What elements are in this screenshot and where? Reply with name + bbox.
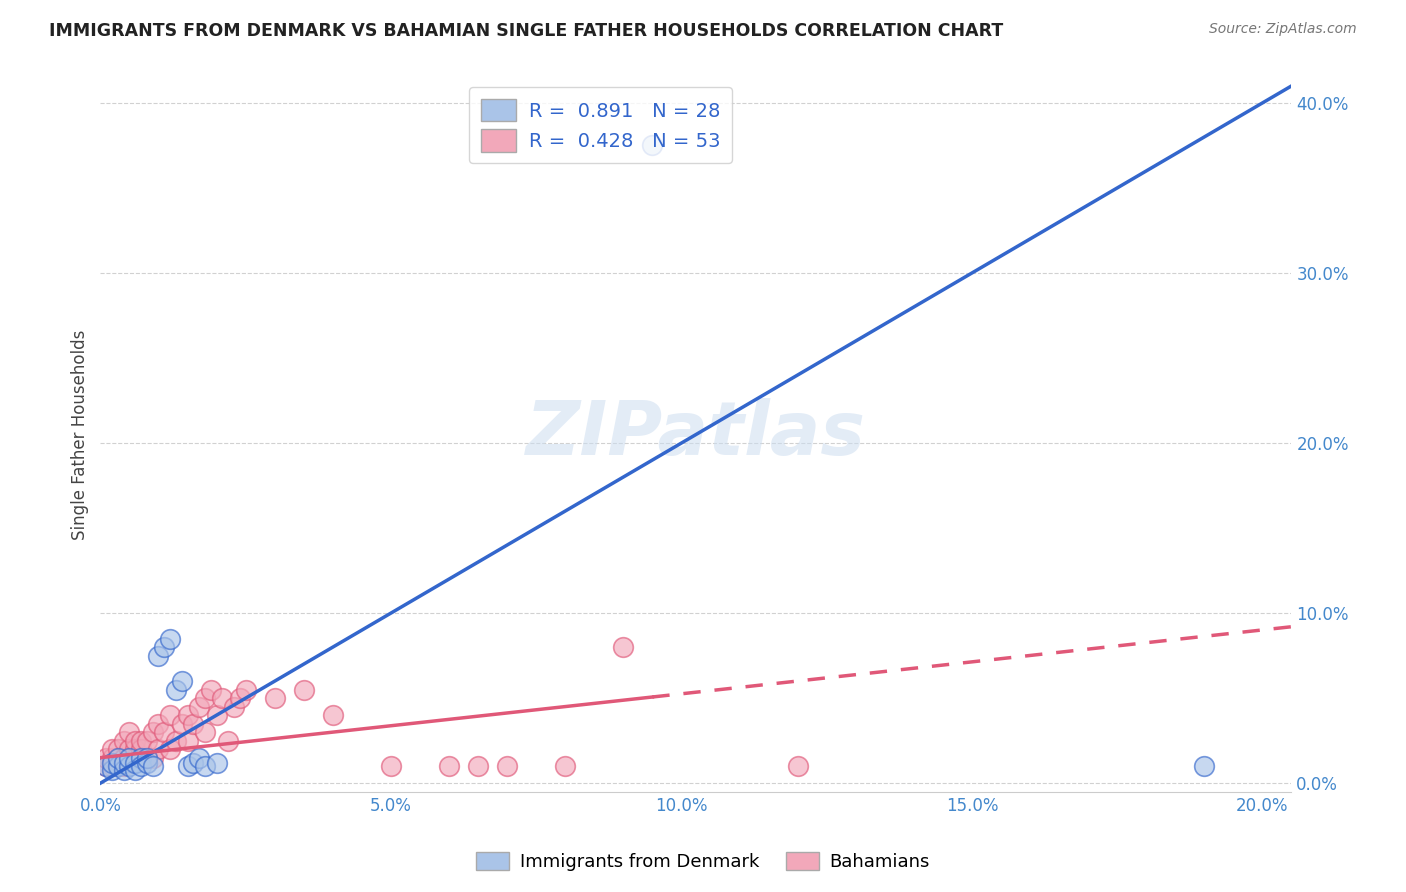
Point xyxy=(181,756,204,770)
Point xyxy=(496,759,519,773)
Point xyxy=(142,759,165,773)
Point xyxy=(124,742,146,756)
Point xyxy=(135,756,157,770)
Point xyxy=(222,699,245,714)
Point xyxy=(118,759,141,773)
Point xyxy=(96,759,118,773)
Point xyxy=(142,725,165,739)
Point xyxy=(118,742,141,756)
Point xyxy=(124,750,146,764)
Point xyxy=(641,138,664,153)
Point xyxy=(211,691,233,706)
Point xyxy=(118,750,141,764)
Point xyxy=(181,716,204,731)
Point xyxy=(170,674,193,689)
Point xyxy=(135,750,157,764)
Point xyxy=(380,759,402,773)
Point xyxy=(176,733,198,747)
Text: Source: ZipAtlas.com: Source: ZipAtlas.com xyxy=(1209,22,1357,37)
Point xyxy=(112,759,135,773)
Point xyxy=(148,648,170,663)
Point xyxy=(153,640,176,655)
Point xyxy=(112,750,135,764)
Point xyxy=(292,682,315,697)
Point xyxy=(554,759,576,773)
Point xyxy=(176,759,198,773)
Point xyxy=(107,759,129,773)
Point xyxy=(148,716,170,731)
Point xyxy=(135,750,157,764)
Point xyxy=(107,742,129,756)
Point xyxy=(229,691,252,706)
Point xyxy=(786,759,808,773)
Point xyxy=(188,750,211,764)
Point xyxy=(194,759,217,773)
Point xyxy=(159,708,181,723)
Point xyxy=(217,733,239,747)
Point xyxy=(159,742,181,756)
Point xyxy=(153,725,176,739)
Point xyxy=(124,756,146,770)
Point xyxy=(96,750,118,764)
Point xyxy=(129,742,152,756)
Point xyxy=(101,742,124,756)
Point xyxy=(107,759,129,773)
Point xyxy=(124,733,146,747)
Y-axis label: Single Father Households: Single Father Households xyxy=(72,329,89,540)
Point xyxy=(118,725,141,739)
Point xyxy=(118,750,141,764)
Point xyxy=(165,682,187,697)
Text: ZIPatlas: ZIPatlas xyxy=(526,398,866,471)
Point xyxy=(112,763,135,777)
Point xyxy=(142,750,165,764)
Point xyxy=(112,733,135,747)
Point xyxy=(205,708,228,723)
Point xyxy=(322,708,344,723)
Point xyxy=(1194,759,1216,773)
Point xyxy=(129,759,152,773)
Point xyxy=(135,733,157,747)
Text: IMMIGRANTS FROM DENMARK VS BAHAMIAN SINGLE FATHER HOUSEHOLDS CORRELATION CHART: IMMIGRANTS FROM DENMARK VS BAHAMIAN SING… xyxy=(49,22,1004,40)
Legend: Immigrants from Denmark, Bahamians: Immigrants from Denmark, Bahamians xyxy=(470,845,936,879)
Point xyxy=(165,733,187,747)
Point xyxy=(107,750,129,764)
Point xyxy=(188,699,211,714)
Legend: R =  0.891   N = 28, R =  0.428   N = 53: R = 0.891 N = 28, R = 0.428 N = 53 xyxy=(468,87,733,163)
Point xyxy=(124,763,146,777)
Point xyxy=(437,759,460,773)
Point xyxy=(205,756,228,770)
Point xyxy=(194,725,217,739)
Point xyxy=(159,632,181,646)
Point xyxy=(467,759,489,773)
Point xyxy=(101,756,124,770)
Point xyxy=(612,640,634,655)
Point xyxy=(200,682,222,697)
Point xyxy=(101,750,124,764)
Point xyxy=(148,742,170,756)
Point xyxy=(170,716,193,731)
Point xyxy=(129,733,152,747)
Point xyxy=(112,756,135,770)
Point xyxy=(235,682,257,697)
Point xyxy=(263,691,285,706)
Point xyxy=(194,691,217,706)
Point xyxy=(101,759,124,773)
Point xyxy=(101,763,124,777)
Point xyxy=(107,750,129,764)
Point xyxy=(96,759,118,773)
Point xyxy=(129,750,152,764)
Point xyxy=(176,708,198,723)
